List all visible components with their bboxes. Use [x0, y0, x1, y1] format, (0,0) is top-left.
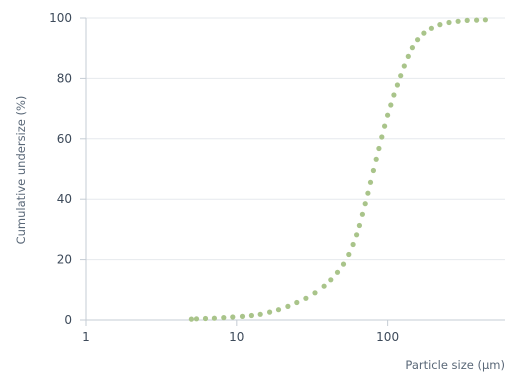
data-point: [379, 134, 385, 140]
data-point: [391, 92, 397, 98]
data-point: [394, 82, 400, 88]
data-point: [421, 30, 427, 36]
data-point: [356, 222, 362, 229]
data-point: [405, 53, 411, 60]
data-point: [482, 17, 488, 23]
data-point: [221, 315, 227, 321]
data-point: [367, 179, 374, 185]
y-axis-label: Cumulative undersize (%): [14, 96, 28, 245]
data-point: [328, 277, 334, 283]
data-point: [365, 190, 371, 196]
y-tick-label: 60: [57, 132, 72, 146]
data-point: [455, 18, 461, 24]
data-series: [188, 17, 488, 322]
data-point: [340, 261, 347, 267]
data-point: [354, 232, 360, 238]
data-point: [428, 25, 434, 31]
data-point: [388, 102, 394, 108]
data-point: [257, 311, 263, 317]
data-point: [359, 211, 365, 217]
data-point: [188, 316, 194, 322]
x-tick-label: 10: [229, 330, 244, 344]
data-point: [446, 19, 452, 26]
data-point: [409, 45, 415, 51]
data-point: [193, 316, 200, 322]
x-tick-label: 1: [82, 330, 90, 344]
data-point: [376, 145, 382, 152]
data-point: [321, 283, 327, 289]
data-point: [398, 73, 404, 79]
data-point: [202, 315, 209, 322]
data-point: [401, 63, 407, 69]
data-point: [230, 314, 236, 320]
y-tick-label: 0: [64, 313, 72, 327]
data-point: [370, 167, 376, 174]
y-tick-label: 20: [57, 253, 72, 267]
data-point: [350, 241, 356, 248]
y-tick-label: 100: [49, 11, 72, 25]
data-point: [334, 269, 341, 275]
y-tick-label: 80: [57, 71, 72, 85]
data-point: [346, 251, 352, 258]
data-point: [294, 299, 300, 306]
y-tick-label: 40: [57, 192, 72, 206]
data-point: [312, 290, 318, 296]
data-point: [464, 17, 470, 23]
data-point: [248, 312, 254, 319]
data-point: [303, 295, 309, 301]
data-point: [239, 313, 246, 319]
data-point: [362, 201, 368, 207]
data-point: [373, 156, 379, 162]
y-axis-ticks: 0 20 40 60 80 100: [49, 11, 86, 327]
data-point: [211, 315, 217, 321]
x-axis-ticks: 1 10 100: [82, 320, 399, 344]
data-point: [474, 17, 480, 23]
data-point: [285, 303, 291, 309]
data-point: [382, 123, 388, 129]
data-point: [437, 22, 443, 28]
data-point: [275, 307, 282, 313]
data-point: [267, 309, 273, 315]
data-point: [385, 112, 391, 118]
data-point: [415, 37, 421, 43]
x-axis-label: Particle size (µm): [405, 358, 505, 372]
x-tick-label: 100: [376, 330, 399, 344]
gridlines: [86, 17, 505, 321]
